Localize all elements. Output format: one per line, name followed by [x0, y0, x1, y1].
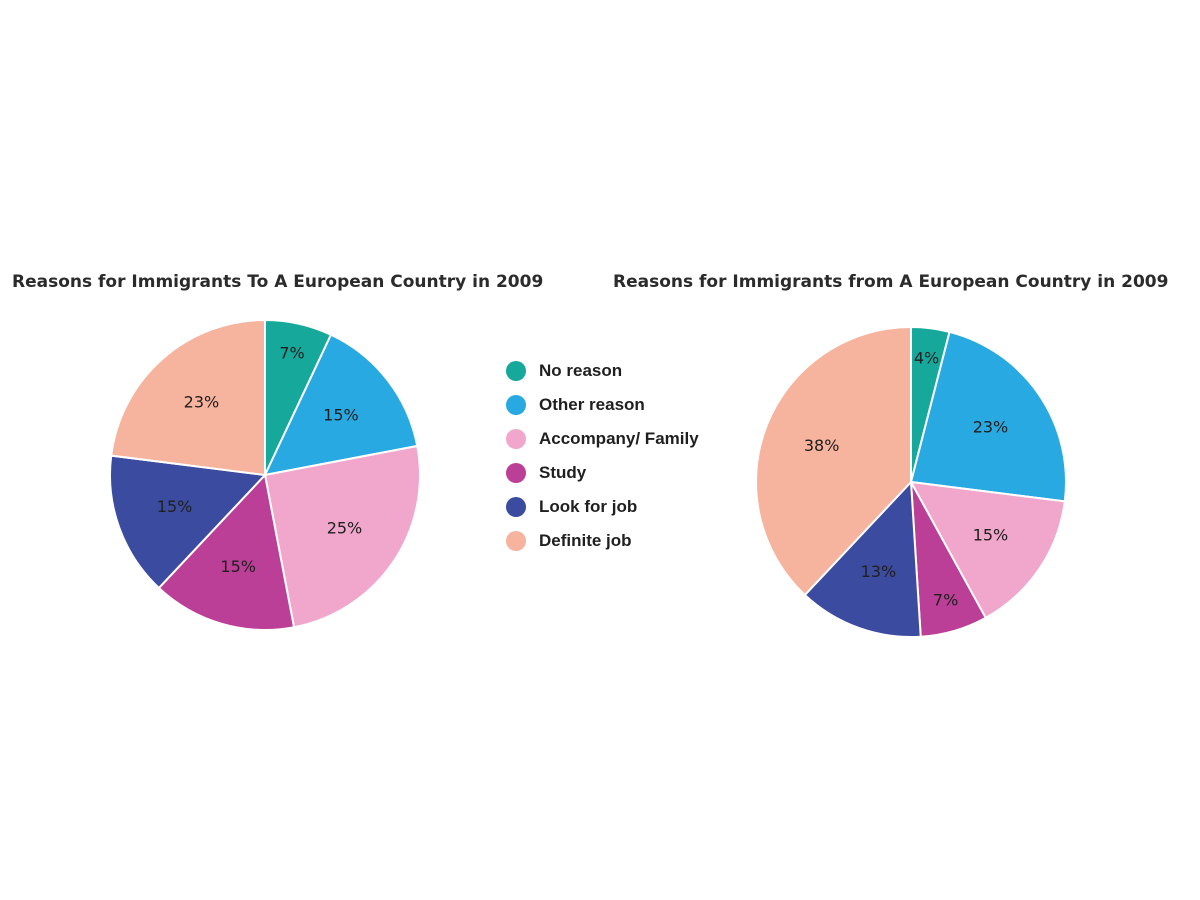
- immigrants-to-label-accompany-family: 25%: [327, 519, 363, 538]
- immigrants-from-label-study: 7%: [933, 591, 958, 610]
- legend-item-accompany-family: Accompany/ Family: [506, 422, 699, 456]
- immigrants-from-slice-definite-job: [755, 325, 912, 597]
- legend-swatch-study: [506, 463, 526, 483]
- legend-label-study: Study: [539, 463, 587, 482]
- legend-swatch-no-reason: [506, 361, 526, 381]
- immigrants-to-label-look-for-job: 15%: [157, 497, 193, 516]
- pie-chart-immigrants-to: 7% 15% 25% 15% 15% 23%: [109, 318, 421, 631]
- legend-swatch-other-reason: [506, 395, 526, 415]
- legend-item-definite-job: Definite job: [506, 524, 699, 558]
- immigrants-to-slice-look-for-job: [109, 454, 268, 590]
- immigrants-from-label-accompany-family: 15%: [973, 526, 1009, 545]
- immigrants-from-label-other-reason: 23%: [973, 417, 1009, 436]
- immigrants-to-label-definite-job: 23%: [184, 392, 220, 411]
- chart-title-immigrants-from: Reasons for Immigrants from A European C…: [613, 272, 1169, 292]
- immigrants-to-label-no-reason: 7%: [279, 343, 304, 362]
- legend-label-no-reason: No reason: [539, 361, 623, 380]
- legend-item-no-reason: No reason: [506, 354, 699, 388]
- legend-label-look-for-job: Look for job: [539, 497, 638, 516]
- immigrants-from-label-no-reason: 4%: [914, 348, 939, 367]
- immigrants-from-slice-look-for-job: [803, 479, 922, 638]
- legend-item-study: Study: [506, 456, 699, 490]
- pie-chart-immigrants-from: 4% 23% 15% 7% 13% 38%: [755, 325, 1067, 638]
- legend-label-other-reason: Other reason: [539, 395, 645, 414]
- immigrants-to-label-study: 15%: [220, 557, 256, 576]
- legend-swatch-look-for-job: [506, 497, 526, 517]
- legend-label-accompany-family: Accompany/ Family: [539, 429, 699, 448]
- immigrants-to-slice-study: [157, 472, 296, 631]
- immigrants-to-label-other-reason: 15%: [323, 406, 359, 425]
- legend-swatch-accompany-family: [506, 429, 526, 449]
- immigrants-from-label-definite-job: 38%: [804, 436, 840, 455]
- immigrants-from-slice-other-reason: [909, 330, 1067, 503]
- immigrants-to-slice-other-reason: [263, 333, 419, 477]
- legend-label-definite-job: Definite job: [539, 531, 632, 550]
- legend-item-other-reason: Other reason: [506, 388, 699, 422]
- legend-swatch-definite-job: [506, 531, 526, 551]
- immigrants-from-slice-accompany-family: [909, 480, 1066, 620]
- immigrants-to-slice-accompany-family: [263, 444, 421, 629]
- immigrants-to-slice-definite-job: [110, 318, 266, 477]
- chart-title-immigrants-to: Reasons for Immigrants To A European Cou…: [12, 272, 544, 292]
- immigrants-from-label-look-for-job: 13%: [861, 562, 897, 581]
- legend-item-look-for-job: Look for job: [506, 490, 699, 524]
- legend: No reason Other reason Accompany/ Family…: [506, 354, 699, 558]
